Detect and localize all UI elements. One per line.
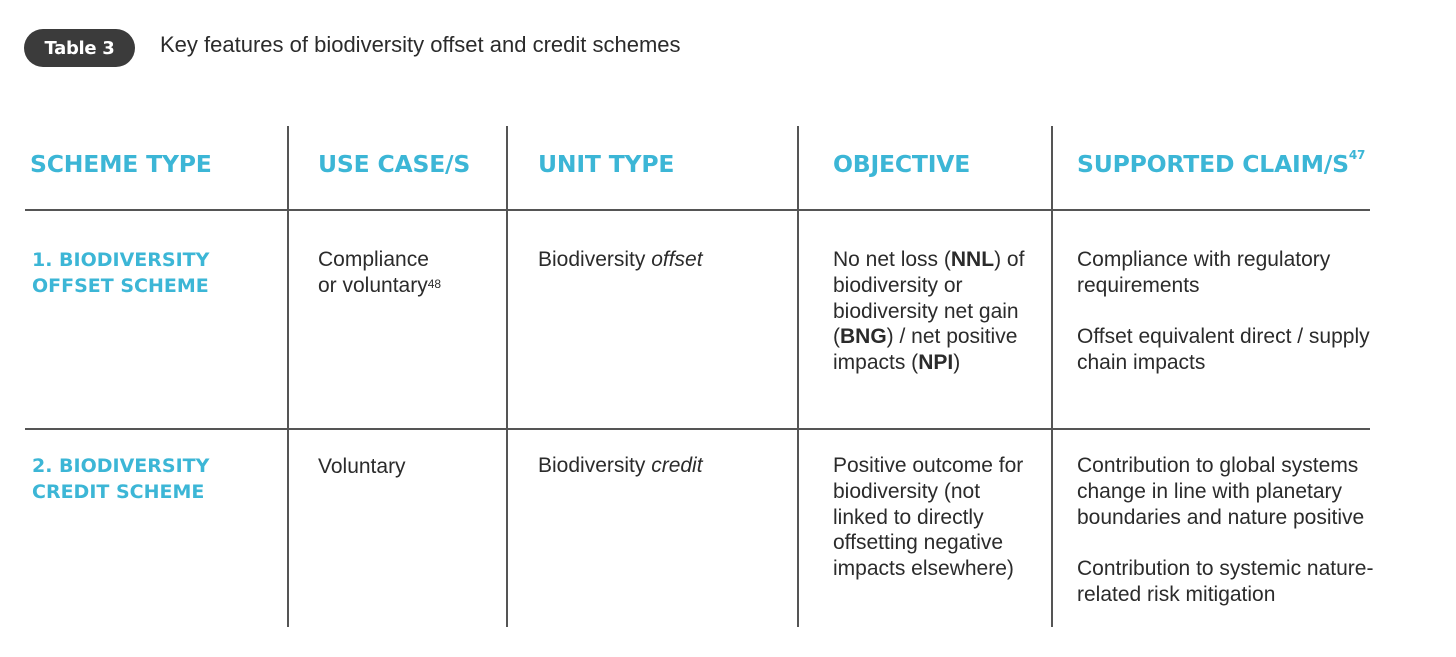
header-scheme-type: SCHEME TYPE (30, 150, 212, 178)
header-objective: OBJECTIVE (833, 150, 971, 178)
claim-text: Contribution to systemic nature-related … (1077, 557, 1374, 606)
use-case-credit: Voluntary (318, 455, 406, 478)
objective-text: No net loss ( (833, 248, 951, 271)
claim-text: Compliance with regulatory requirements (1077, 248, 1331, 297)
objective-text: ) / net positive impacts ( (833, 325, 1018, 375)
column-divider (797, 126, 799, 627)
use-case-line: Compliance (318, 248, 429, 271)
table-title: Key features of biodiversity offset and … (160, 32, 681, 57)
unit-type-credit: Biodiversity credit (538, 453, 788, 479)
objective-offset: No net loss (NNL) of biodiversity or bio… (833, 247, 1038, 376)
scheme-name-line: CREDIT SCHEME (32, 481, 205, 503)
scheme-name-line: OFFSET SCHEME (32, 275, 209, 297)
objective-abbrev: NPI (918, 351, 954, 375)
claim-text: Offset equivalent direct / supply chain … (1077, 325, 1370, 375)
use-case-text: or voluntary (318, 273, 428, 297)
header-supported-claim-label: SUPPORTED CLAIM/S (1077, 150, 1349, 178)
header-unit-type: UNIT TYPE (538, 150, 675, 178)
header-use-case: USE CASE/S (318, 150, 471, 178)
use-case-line-2: or voluntary48 (318, 273, 498, 299)
scheme-name-line: 1. BIODIVERSITY (32, 249, 210, 271)
header-row-divider (25, 209, 1370, 211)
supported-claim-credit: Contribution to global systems change in… (1077, 453, 1422, 608)
scheme-name-offset: 1. BIODIVERSITY OFFSET SCHEME (32, 247, 209, 299)
table-number-badge: Table 3 (24, 29, 135, 67)
unit-type-term: offset (651, 248, 703, 271)
use-case-offset: Compliance or voluntary48 (318, 247, 498, 299)
supported-claim-offset: Compliance with regulatory requirements … (1077, 247, 1397, 376)
unit-type-prefix: Biodiversity (538, 248, 652, 271)
objective-credit: Positive outcome for biodiversity (not l… (833, 454, 1024, 581)
objective-text: ) (953, 351, 961, 375)
column-divider (506, 126, 508, 627)
column-divider (1051, 126, 1053, 627)
unit-type-term: credit (651, 454, 703, 477)
column-divider (287, 126, 289, 627)
objective-text: ) of biodiversity or biodiversity net ga… (833, 248, 1025, 349)
scheme-name-line: 2. BIODIVERSITY (32, 455, 210, 477)
row-divider (25, 428, 1370, 430)
header-supported-claim: SUPPORTED CLAIM/S47 (1077, 148, 1366, 178)
objective-abbrev: NNL (950, 248, 995, 271)
scheme-name-credit: 2. BIODIVERSITY CREDIT SCHEME (32, 453, 209, 505)
unit-type-prefix: Biodiversity (538, 454, 652, 477)
unit-type-offset: Biodiversity offset (538, 247, 788, 273)
footnote-ref: 48 (427, 276, 442, 291)
objective-abbrev: BNG (840, 325, 887, 349)
footnote-ref: 47 (1348, 148, 1366, 162)
claim-text: Contribution to global systems change in… (1077, 454, 1365, 529)
